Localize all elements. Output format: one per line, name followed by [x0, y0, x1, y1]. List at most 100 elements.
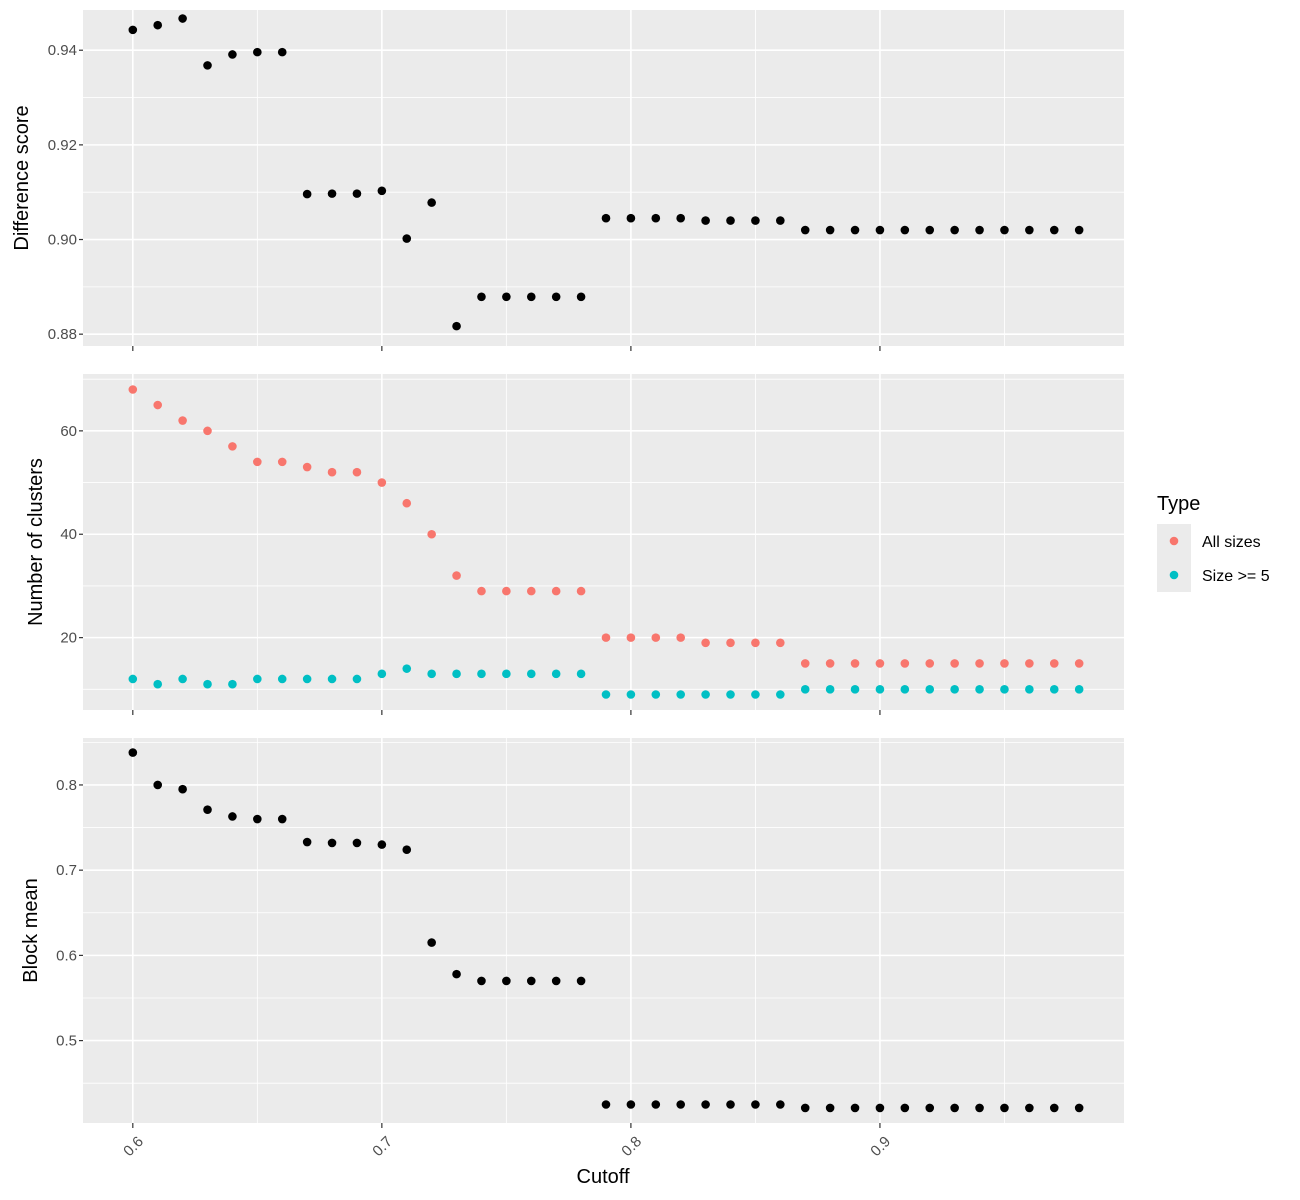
data-point — [502, 292, 511, 302]
data-point — [800, 659, 810, 668]
data-point — [1049, 685, 1059, 694]
y-tick-label: 20 — [60, 630, 77, 647]
data-point — [1074, 685, 1084, 694]
data-point — [452, 969, 461, 979]
data-point — [377, 669, 387, 679]
data-point — [526, 669, 536, 679]
data-point — [850, 659, 860, 668]
y-tick-label: 0.88 — [48, 326, 77, 343]
data-point — [1000, 225, 1009, 235]
data-point — [228, 679, 237, 689]
data-point — [751, 216, 760, 225]
data-point — [726, 638, 735, 648]
data-point — [825, 659, 835, 668]
data-point — [875, 659, 885, 668]
data-point — [128, 25, 138, 35]
data-point — [253, 814, 262, 824]
data-point — [551, 586, 561, 596]
data-point — [526, 976, 536, 986]
data-point — [975, 1103, 984, 1113]
data-point — [676, 633, 686, 642]
data-point — [153, 780, 163, 790]
data-point — [676, 213, 686, 223]
data-point — [477, 669, 486, 679]
data-point — [701, 690, 710, 699]
data-point — [178, 784, 187, 794]
data-point — [825, 1103, 835, 1113]
data-point — [502, 976, 511, 986]
y-tick-label: 0.8 — [56, 777, 77, 794]
data-point — [825, 225, 835, 235]
data-point — [203, 679, 212, 689]
data-point — [726, 690, 735, 699]
data-point — [402, 234, 412, 243]
data-point — [352, 189, 362, 198]
data-point — [701, 1100, 710, 1109]
data-point — [203, 805, 212, 814]
data-point — [1049, 225, 1059, 235]
data-point — [402, 845, 412, 855]
data-point — [776, 1100, 785, 1109]
data-point — [776, 690, 785, 699]
data-point — [402, 498, 412, 508]
y-tick-label: 0.94 — [48, 42, 77, 59]
data-point — [352, 674, 362, 684]
data-point — [925, 685, 935, 694]
data-point — [875, 685, 885, 694]
data-point — [327, 467, 337, 477]
data-point — [751, 1100, 760, 1109]
data-point — [128, 674, 138, 684]
panel-background — [83, 374, 1124, 710]
x-tick-label: 0.7 — [369, 1133, 396, 1160]
data-point — [601, 213, 611, 223]
data-point — [178, 416, 187, 425]
data-point — [900, 1103, 910, 1113]
data-point — [626, 213, 636, 223]
data-point — [477, 586, 486, 596]
panel-background — [83, 10, 1124, 346]
data-point — [253, 457, 262, 467]
data-point — [601, 1100, 611, 1109]
y-tick-label: 60 — [60, 423, 77, 440]
data-point — [1049, 659, 1059, 668]
y-tick-label: 0.6 — [56, 947, 77, 964]
data-point — [651, 633, 661, 642]
data-point — [1000, 685, 1009, 694]
data-point — [228, 442, 237, 451]
data-point — [427, 198, 436, 207]
data-point — [551, 669, 561, 679]
data-point — [502, 669, 511, 679]
data-point — [776, 638, 785, 648]
data-point — [925, 225, 935, 235]
data-point — [1025, 1103, 1034, 1113]
data-point — [203, 426, 212, 436]
data-point — [950, 1103, 959, 1113]
data-point — [626, 1100, 636, 1109]
data-point — [1049, 1103, 1059, 1113]
data-point — [850, 225, 860, 235]
data-point — [452, 321, 461, 331]
data-point — [975, 659, 984, 668]
x-axis-title: Cutoff — [577, 1166, 630, 1188]
data-point — [651, 690, 661, 699]
data-point — [153, 400, 163, 410]
data-point — [850, 685, 860, 694]
panel-difference-score: 0.88 0.90 0.92 0.94 Difference score — [11, 10, 1124, 351]
data-point — [875, 1103, 885, 1113]
series-block-mean — [128, 748, 1084, 1113]
data-point — [1025, 659, 1034, 668]
data-point — [452, 571, 461, 580]
legend-key-size-ge-5 — [1169, 570, 1179, 580]
data-point — [576, 292, 586, 302]
data-point — [651, 1100, 661, 1109]
data-point — [477, 292, 486, 302]
data-point — [1025, 225, 1034, 235]
y-axis-title: Difference score — [11, 105, 33, 250]
data-point — [128, 748, 138, 757]
data-point — [302, 189, 312, 199]
data-point — [950, 659, 959, 668]
data-point — [850, 1103, 860, 1113]
data-point — [726, 216, 735, 225]
data-point — [800, 1103, 810, 1113]
data-point — [751, 690, 760, 699]
